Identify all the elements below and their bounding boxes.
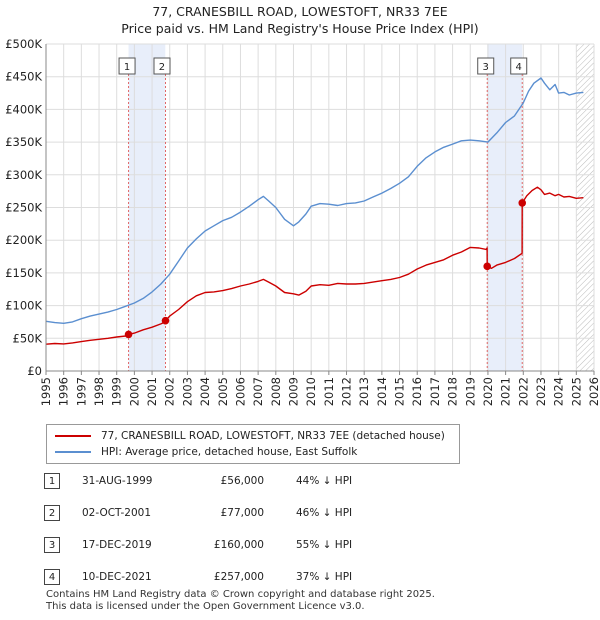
- y-tick-label: £150K: [5, 266, 42, 280]
- x-tick-label: 1998: [92, 377, 106, 406]
- sale-price: £56,000: [220, 475, 264, 487]
- sale-badge-label-3: 3: [483, 62, 489, 73]
- x-tick-label: 1997: [74, 377, 88, 406]
- x-tick-label: 2019: [463, 377, 477, 406]
- sale-badge-box-2: [153, 57, 171, 75]
- x-tick-label: 2014: [375, 377, 389, 406]
- x-tick-label: 2013: [357, 377, 371, 406]
- sale-number-badge: 3: [44, 537, 60, 553]
- chart-title: 77, CRANESBILL ROAD, LOWESTOFT, NR33 7EE…: [0, 3, 600, 37]
- x-tick-label: 2017: [428, 377, 442, 406]
- sale-number-badge: 1: [44, 473, 60, 489]
- sale-row: 4 10-DEC-2021 £257,000 37% ↓ HPI: [0, 568, 600, 586]
- x-tick-label: 2002: [163, 377, 177, 406]
- sale-hpi-diff: 46% ↓ HPI: [296, 507, 353, 519]
- sale-badge-box-3: [477, 57, 495, 75]
- sale-hpi-diff: 55% ↓ HPI: [296, 539, 353, 551]
- x-tick-label: 2007: [251, 377, 265, 406]
- x-tick-label: 2005: [216, 377, 230, 406]
- sale-price: £257,000: [213, 571, 264, 583]
- legend-swatch-property: [55, 435, 91, 437]
- property-series-line: [45, 186, 584, 345]
- sale-point-3: [483, 262, 492, 271]
- y-tick-label: £250K: [5, 201, 42, 215]
- legend-label-property: 77, CRANESBILL ROAD, LOWESTOFT, NR33 7EE…: [101, 430, 445, 442]
- sale-date: 17-DEC-2019: [82, 539, 152, 551]
- title-subtitle: Price paid vs. HM Land Registry's House …: [121, 21, 479, 36]
- y-tick-label: £0: [27, 364, 42, 378]
- hpi-series-line: [45, 77, 584, 324]
- sale-row: 2 02-OCT-2001 £77,000 46% ↓ HPI: [0, 504, 600, 522]
- x-tick-label: 2009: [286, 377, 300, 406]
- chart-legend: 77, CRANESBILL ROAD, LOWESTOFT, NR33 7EE…: [46, 424, 460, 464]
- x-tick-label: 2022: [516, 377, 530, 406]
- sale-point-1: [124, 330, 133, 339]
- sale-date: 10-DEC-2021: [82, 571, 152, 583]
- x-tick-label: 2010: [304, 377, 318, 406]
- x-tick-label: 2004: [198, 377, 212, 406]
- x-tick-label: 2025: [569, 377, 583, 406]
- x-tick-label: 2020: [481, 377, 495, 406]
- x-tick-label: 2006: [233, 377, 247, 406]
- sale-badge-label-1: 1: [124, 62, 130, 73]
- sale-hpi-diff: 37% ↓ HPI: [296, 571, 353, 583]
- footer-copyright: Contains HM Land Registry data © Crown c…: [46, 589, 435, 600]
- x-tick-label: 1996: [57, 377, 71, 406]
- x-tick-label: 2012: [340, 377, 354, 406]
- x-tick-label: 2026: [587, 377, 600, 406]
- y-tick-label: £400K: [5, 102, 42, 116]
- sale-point-4: [518, 199, 527, 207]
- sale-hpi-diff: 44% ↓ HPI: [296, 475, 353, 487]
- x-tick-label: 2018: [446, 377, 460, 406]
- y-tick-label: £450K: [5, 70, 42, 84]
- x-tick-label: 1999: [110, 377, 124, 406]
- y-tick-label: £350K: [5, 135, 42, 149]
- sale-row: 3 17-DEC-2019 £160,000 55% ↓ HPI: [0, 536, 600, 554]
- x-tick-label: 2001: [145, 377, 159, 406]
- x-tick-label: 1995: [39, 377, 53, 406]
- y-tick-label: £300K: [5, 168, 42, 182]
- sale-badge-box-4: [510, 57, 528, 75]
- x-tick-label: 2016: [410, 377, 424, 406]
- sale-badge-label-4: 4: [516, 62, 522, 73]
- y-tick-label: £200K: [5, 233, 42, 247]
- y-tick-label: £100K: [5, 299, 42, 313]
- x-tick-label: 2021: [499, 377, 513, 406]
- y-tick-label: £50K: [13, 331, 43, 345]
- x-tick-label: 2008: [269, 377, 283, 406]
- sale-number-badge: 4: [44, 569, 60, 585]
- title-address: 77, CRANESBILL ROAD, LOWESTOFT, NR33 7EE: [152, 4, 448, 19]
- y-tick-label: £500K: [5, 37, 42, 51]
- footer-attribution: Contains HM Land Registry data © Crown c…: [46, 589, 435, 613]
- sale-point-2: [161, 316, 170, 325]
- x-tick-label: 2015: [393, 377, 407, 406]
- sale-date: 02-OCT-2001: [82, 507, 151, 519]
- sale-price: £160,000: [213, 539, 264, 551]
- sale-badge-box-1: [118, 57, 136, 75]
- price-chart: 1 2 3 4 £0 £50K £100K £150K £200K £250K £300K £350…: [5, 37, 600, 406]
- sale-price: £77,000: [220, 507, 264, 519]
- x-tick-label: 2024: [552, 377, 566, 406]
- x-tick-label: 2011: [322, 377, 336, 406]
- sale-date: 31-AUG-1999: [82, 475, 153, 487]
- legend-swatch-hpi: [55, 451, 91, 453]
- sale-row: 1 31-AUG-1999 £56,000 44% ↓ HPI: [0, 472, 600, 490]
- sale-badge-label-2: 2: [159, 62, 165, 73]
- footer-licence: This data is licensed under the Open Gov…: [46, 601, 365, 612]
- x-tick-label: 2023: [534, 377, 548, 406]
- legend-label-hpi: HPI: Average price, detached house, East…: [101, 446, 358, 458]
- sale-number-badge: 2: [44, 505, 60, 521]
- x-tick-label: 2003: [180, 377, 194, 406]
- x-tick-label: 2000: [127, 377, 141, 406]
